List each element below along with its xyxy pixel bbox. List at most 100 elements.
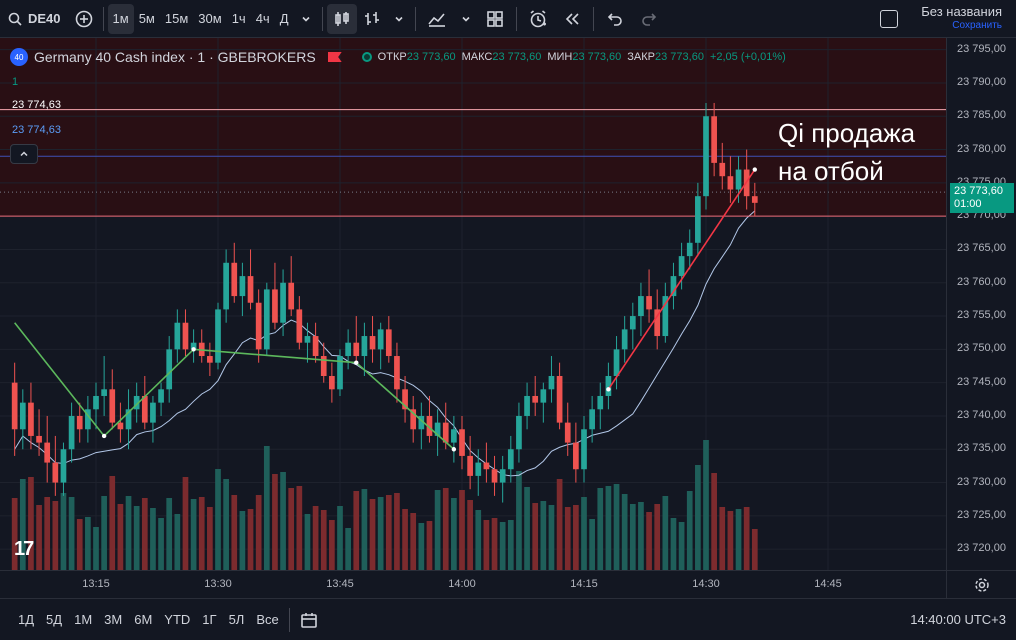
volume-bar — [174, 514, 181, 570]
interval-5m[interactable]: 5м — [138, 11, 155, 26]
candle-body — [524, 395, 530, 416]
chart-pane[interactable] — [0, 38, 946, 570]
replay-button[interactable] — [555, 4, 589, 34]
chart-legend: 40 Germany 40 Cash index · 1 · GBEBROKER… — [10, 48, 786, 66]
volume-bar — [426, 521, 433, 570]
candle-body — [158, 389, 164, 403]
candle-body — [573, 442, 579, 470]
layout-checkbox-icon[interactable] — [880, 10, 898, 28]
intervals-dropdown[interactable] — [294, 4, 318, 34]
volume-bar — [85, 517, 91, 570]
range-1m[interactable]: 1М — [74, 612, 93, 627]
undo-button[interactable] — [598, 4, 632, 34]
volume-bar — [182, 477, 189, 570]
alert-button[interactable] — [521, 4, 555, 34]
candle-body — [475, 462, 482, 476]
candle-body — [695, 196, 701, 243]
volume-bar — [442, 488, 449, 570]
candle-body — [556, 376, 563, 423]
volume-bar — [743, 507, 750, 570]
layout-save-status[interactable]: Сохранить — [952, 20, 1002, 31]
candle-body — [272, 289, 278, 323]
volume-bar — [76, 519, 83, 570]
candle-body — [320, 356, 327, 376]
candle-body — [296, 309, 303, 343]
range-all[interactable]: Все — [256, 612, 279, 627]
compare-symbol-button[interactable] — [69, 4, 99, 34]
volume-bar — [68, 497, 75, 570]
gear-icon — [974, 577, 989, 592]
flag-icon[interactable] — [327, 52, 342, 62]
layouts-button[interactable] — [478, 4, 512, 34]
indicators-dropdown[interactable] — [454, 4, 478, 34]
range-1y[interactable]: 1Г — [202, 612, 217, 627]
range-3m[interactable]: 3М — [104, 612, 123, 627]
candlestick-chart[interactable] — [0, 38, 946, 570]
candle-body — [117, 422, 124, 430]
chart-settings-button[interactable] — [946, 570, 1016, 598]
legend-title[interactable]: Germany 40 Cash index · 1 · GBEBROKERS — [34, 49, 316, 65]
drawing-anchor — [191, 347, 196, 352]
interval-1h[interactable]: 1ч — [231, 11, 246, 26]
price-tick-label: 23 785,00 — [957, 109, 1006, 122]
layout-title: Без названия — [921, 4, 1002, 19]
current-price-label: 23 773,60 01:00 — [950, 183, 1014, 214]
layout-name[interactable]: Без названия Сохранить — [921, 4, 1002, 31]
ohlc-change: +2,05 (+0,01%) — [709, 51, 786, 63]
drawing-anchor — [101, 433, 107, 439]
go-to-date-button[interactable] — [294, 605, 324, 635]
volume-bar — [11, 498, 18, 570]
candle-body — [85, 409, 91, 430]
chevron-down-icon — [394, 16, 403, 22]
candle-body — [312, 336, 319, 357]
candle-body — [605, 376, 612, 396]
volume-bar — [524, 487, 530, 570]
range-1d[interactable]: 1Д — [18, 612, 35, 627]
volume-bar — [613, 484, 620, 570]
volume-bar — [166, 498, 173, 570]
symbol-search-button[interactable]: DE40 — [0, 4, 69, 34]
range-5y[interactable]: 5Л — [228, 612, 245, 627]
volume-bar — [467, 500, 473, 570]
candle-body — [402, 389, 408, 410]
candle-body — [337, 356, 343, 390]
range-ytd[interactable]: YTD — [164, 612, 191, 627]
chart-type-dropdown[interactable] — [387, 4, 411, 34]
interval-1m[interactable]: 1м — [107, 3, 134, 34]
candle-body — [247, 276, 254, 303]
volume-bar — [36, 505, 42, 570]
candle-body — [394, 356, 400, 390]
interval-4h[interactable]: 4ч — [255, 11, 270, 26]
interval-15m[interactable]: 15м — [164, 11, 189, 26]
range-5d[interactable]: 5Д — [46, 612, 63, 627]
redo-button[interactable] — [632, 4, 666, 34]
candles-chart-type-button[interactable] — [326, 3, 357, 34]
candle-body — [361, 336, 368, 357]
volume-bar — [556, 479, 563, 570]
price-scale[interactable]: 23 795,00 23 790,00 23 785,00 23 780,00 23 7… — [946, 38, 1016, 570]
interval-30m[interactable]: 30м — [198, 11, 222, 26]
candle-body — [133, 395, 140, 410]
volume-bar — [377, 497, 384, 570]
divider — [288, 607, 290, 632]
range-6m[interactable]: 6М — [134, 612, 153, 627]
collapse-legend-button[interactable] — [10, 144, 38, 164]
chart-annotation-text[interactable]: Qi продажа на отбой — [778, 118, 916, 186]
volume-bar — [207, 507, 213, 570]
market-status-icon[interactable] — [361, 52, 372, 62]
clock-timezone[interactable]: 14:40:00 UTC+3 — [910, 612, 1006, 627]
time-scale[interactable]: 13:15 13:30 13:45 14:00 14:15 14:30 14:45 — [0, 570, 946, 598]
volume-bar — [605, 486, 612, 570]
volume-bar — [223, 479, 229, 570]
candle-body — [621, 329, 628, 350]
volume-bar — [638, 502, 644, 570]
bars-chart-type-button[interactable] — [357, 4, 387, 34]
indicators-button[interactable] — [420, 4, 454, 34]
tradingview-logo[interactable]: 17 — [14, 538, 34, 560]
candle-body — [255, 302, 262, 350]
volume-bar — [117, 504, 124, 570]
ohlc-high: МАКС23 773,60 — [461, 51, 542, 63]
interval-1d[interactable]: Д — [279, 11, 289, 26]
volume-bar — [573, 505, 579, 570]
candle-body — [654, 309, 661, 337]
